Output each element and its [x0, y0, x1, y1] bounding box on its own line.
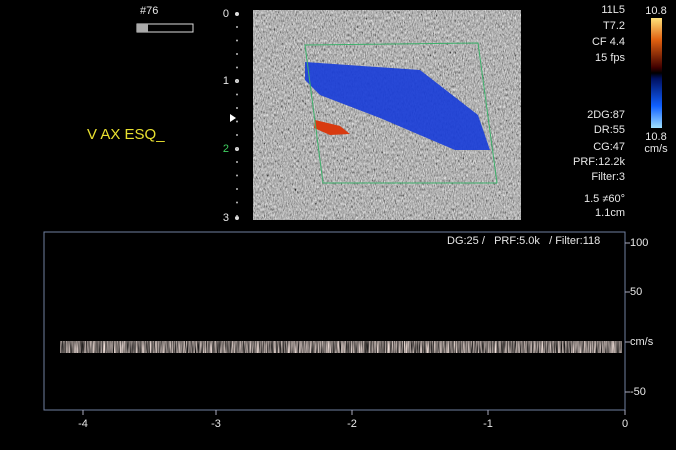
time-tick-label: -3 — [211, 418, 221, 430]
velocity-tick-label: cm/s — [630, 336, 654, 348]
cine-bar-fill — [137, 24, 148, 32]
probe-info: 11L5 — [601, 4, 625, 16]
depth-label: 3 — [223, 212, 229, 224]
color-scale-top: 10.8 — [645, 5, 666, 17]
color-bar — [651, 18, 662, 128]
color-scale-bottom: 10.8 — [645, 131, 666, 143]
ultrasound-screen: #76 0 1 2 3 V AX ESQ_ 11L5 T7.2 CF 4.4 15 fps 2… — [0, 0, 676, 445]
depth-dot — [236, 40, 238, 42]
depth-dot — [236, 26, 238, 28]
frame-number: #76 — [140, 5, 158, 17]
spectral-trace — [60, 341, 622, 353]
setting: 2DG:87 — [587, 109, 625, 121]
depth-dot — [236, 121, 238, 123]
velocity-tick-label: 100 — [630, 237, 648, 249]
time-tick-label: -2 — [347, 418, 357, 430]
setting: PRF:12.2k — [573, 156, 625, 168]
setting: CG:47 — [593, 141, 625, 153]
depth-dot — [236, 107, 238, 109]
depth-label: 2 — [223, 143, 229, 155]
page: #76 0 1 2 3 V AX ESQ_ 11L5 T7.2 CF 4.4 15 fps 2… — [0, 0, 676, 450]
depth-dot — [236, 134, 238, 136]
depth-dot — [236, 175, 238, 177]
probe-info: 15 fps — [595, 52, 625, 64]
depth-marker — [235, 12, 239, 16]
depth-dot — [236, 148, 238, 150]
setting: 1.5 ≠60° — [584, 193, 625, 205]
probe-info: CF 4.4 — [592, 36, 625, 48]
probe-info: T7.2 — [603, 20, 625, 32]
depth-dot — [236, 161, 238, 163]
depth-label: 0 — [223, 8, 229, 20]
velocity-tick-label: 50 — [630, 286, 642, 298]
depth-dot — [236, 215, 238, 217]
annotation: V AX ESQ_ — [87, 126, 165, 143]
depth-dot — [236, 80, 238, 82]
color-scale-unit: cm/s — [644, 143, 668, 155]
velocity-tick-label: -50 — [630, 386, 646, 398]
setting: DR:55 — [594, 124, 625, 136]
depth-dot — [236, 53, 238, 55]
depth-dot — [236, 188, 238, 190]
depth-dot — [236, 202, 238, 204]
setting: 1.1cm — [595, 207, 625, 219]
time-tick-label: 0 — [622, 418, 628, 430]
depth-label: 1 — [223, 75, 229, 87]
setting: Filter:3 — [591, 171, 625, 183]
depth-dot — [236, 94, 238, 96]
time-tick-label: -4 — [78, 418, 88, 430]
spectrum-header: DG:25 / PRF:5.0k / Filter:118 — [447, 235, 600, 247]
time-tick-label: -1 — [483, 418, 493, 430]
depth-dot — [236, 67, 238, 69]
